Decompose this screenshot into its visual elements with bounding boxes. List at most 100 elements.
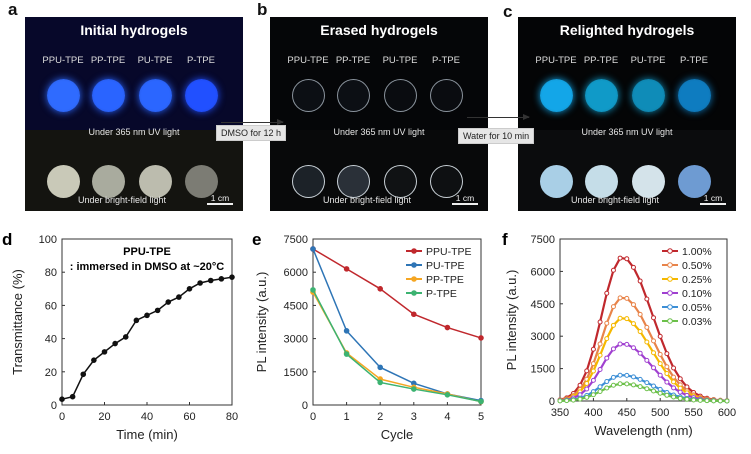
data-point [651, 350, 657, 356]
legend-label: 0.25% [682, 274, 712, 286]
x-tick-label: 4 [444, 411, 450, 423]
legend-marker [411, 276, 417, 282]
bright-field-hydrogel-disk [139, 165, 172, 198]
bright-field-hydrogel-disk [585, 165, 618, 198]
data-point [377, 286, 383, 292]
data-point [664, 379, 670, 385]
y-tick-label: 7500 [284, 234, 308, 246]
data-point [637, 329, 643, 335]
data-point [444, 324, 451, 331]
y-tick-label: 3000 [284, 334, 308, 346]
chart-title: PPU-TPE [123, 246, 171, 258]
data-point [651, 383, 657, 389]
data-point [604, 320, 610, 326]
bright-field-caption: Under bright-field light [570, 195, 660, 205]
data-point [343, 328, 350, 334]
x-axis-label: Cycle [381, 427, 414, 442]
uv-hydrogel-disk [139, 79, 172, 112]
data-point [724, 398, 730, 404]
data-point [590, 392, 596, 398]
panel-label-b: b [257, 0, 268, 19]
x-axis-label: Time (min) [116, 427, 178, 442]
legend-label: PP-TPE [426, 274, 464, 286]
uv-hydrogel-disk [540, 79, 573, 112]
data-point [657, 372, 663, 378]
data-point [624, 316, 630, 322]
series-line-PPU-TPE [312, 248, 482, 339]
x-tick-label: 1 [344, 411, 350, 423]
y-tick-label: 4500 [531, 299, 555, 311]
data-point [617, 341, 623, 347]
data-point [624, 381, 630, 387]
legend-marker [411, 290, 417, 296]
panel-label-a: a [8, 0, 18, 19]
data-point [186, 286, 193, 292]
data-point [604, 336, 610, 342]
data-point [624, 256, 630, 262]
bright-field-hydrogel-disk [185, 165, 218, 198]
data-point [617, 372, 623, 378]
data-point [717, 398, 723, 404]
bright-field-hydrogel-disk [337, 165, 370, 198]
bright-field-hydrogel-disk [430, 165, 463, 198]
data-point [343, 351, 350, 357]
erase-arrow-icon [221, 119, 284, 125]
data-point [630, 302, 636, 308]
x-tick-label: 0 [59, 411, 65, 423]
sample-label: PPU-TPE [287, 55, 329, 66]
x-tick-label: 0 [310, 411, 316, 423]
x-tick-label: 3 [411, 411, 417, 423]
data-point [557, 398, 563, 404]
data-point [590, 346, 596, 352]
legend-marker [667, 318, 673, 324]
data-point [584, 386, 590, 392]
data-point [604, 385, 610, 391]
y-axis-label: Transmittance (%) [10, 269, 25, 375]
x-tick-label: 60 [183, 411, 195, 423]
data-point [637, 376, 643, 382]
bright-field-hydrogel-disk [540, 165, 573, 198]
data-point [677, 395, 683, 401]
data-point [229, 274, 235, 280]
data-point [651, 315, 657, 321]
sample-label: PP-TPE [335, 55, 371, 66]
sample-label: PP-TPE [583, 55, 619, 66]
data-point [617, 295, 623, 301]
uv-caption: Under 365 nm UV light [333, 127, 425, 137]
data-point [80, 371, 87, 378]
legend-label: 0.03% [682, 316, 712, 328]
data-point [112, 340, 118, 347]
data-point [176, 294, 182, 300]
data-point [664, 392, 670, 398]
bright-field-hydrogel-disk [92, 165, 125, 198]
y-tick-label: 0 [549, 396, 555, 408]
data-point [651, 365, 657, 371]
scale-bar: 1 cm [700, 193, 726, 205]
data-point [597, 384, 603, 390]
y-tick-label: 6000 [531, 266, 555, 278]
data-point [644, 380, 650, 386]
data-point [617, 381, 623, 387]
y-tick-label: 6000 [284, 267, 308, 279]
data-point [570, 397, 576, 403]
uv-caption: Under 365 nm UV light [88, 127, 180, 137]
x-tick-label: 2 [377, 411, 383, 423]
data-point [651, 338, 657, 344]
panel-title: Erased hydrogels [320, 22, 438, 38]
y-tick-label: 4500 [284, 300, 308, 312]
data-point [657, 351, 663, 357]
y-tick-label: 3000 [531, 331, 555, 343]
data-point [671, 385, 677, 391]
y-tick-label: 80 [45, 267, 57, 279]
data-point [637, 311, 643, 317]
relight-arrow-icon [467, 114, 530, 120]
sample-label: PU-TPE [137, 55, 173, 66]
y-tick-label: 1500 [531, 364, 555, 376]
data-point [711, 398, 717, 404]
y-tick-label: 20 [45, 367, 57, 379]
data-point [584, 394, 590, 400]
data-point [144, 312, 150, 319]
legend-marker [667, 276, 673, 282]
bright-field-hydrogel-disk [678, 165, 711, 198]
x-tick-label: 600 [718, 407, 736, 419]
